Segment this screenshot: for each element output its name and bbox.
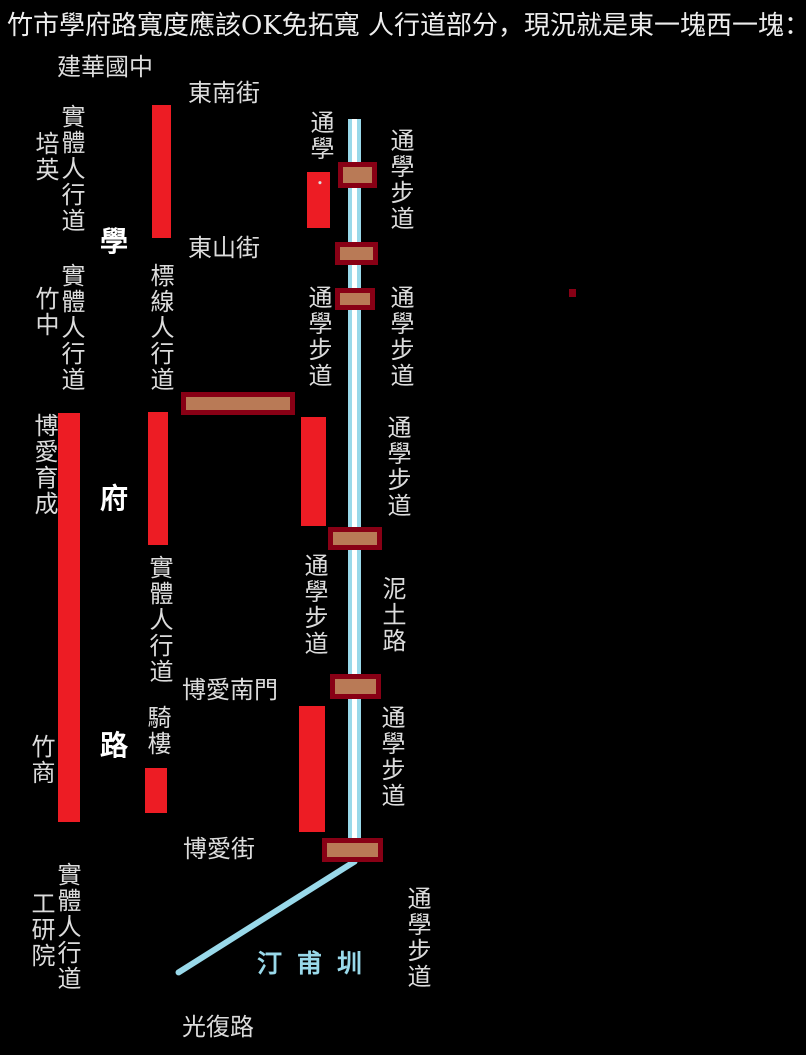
canal-line-vertical bbox=[348, 119, 361, 859]
label-zhuzhong: 竹中 bbox=[31, 286, 59, 338]
page-title: 竹市學府路寬度應該OK免拓寬 人行道部分，現況就是東一塊西一塊： bbox=[7, 11, 806, 41]
label-jianhua-junior-high: 建華國中 bbox=[57, 53, 153, 81]
road-name-char-fu: 府 bbox=[100, 482, 129, 515]
label-commute-path-1: 通學步道 bbox=[386, 128, 414, 232]
road-name-char-xue: 學 bbox=[100, 225, 129, 258]
crossing-block-5 bbox=[328, 527, 382, 550]
sidewalk-bar-middle bbox=[148, 412, 168, 545]
label-boai-yucheng: 博愛育成 bbox=[30, 413, 58, 517]
label-dongnan-street: 東南街 bbox=[188, 79, 260, 107]
sidewalk-bar-boai-long bbox=[58, 413, 80, 822]
label-itri: 工研院 bbox=[27, 891, 55, 969]
crossing-block-2 bbox=[335, 242, 378, 265]
label-commute-path-6: 通學步道 bbox=[377, 705, 405, 809]
label-commute-path-5: 通學步道 bbox=[300, 553, 328, 657]
label-commute-path-3: 通學步道 bbox=[386, 285, 414, 389]
sidewalk-bar-commute-top bbox=[307, 172, 330, 228]
label-marked-line-sidewalk: 標線人行道 bbox=[146, 263, 174, 393]
road-name-char-lu: 路 bbox=[100, 729, 129, 762]
label-dirt-road: 泥土路 bbox=[378, 576, 406, 654]
label-arcade: 騎樓 bbox=[143, 705, 171, 757]
label-boai-south-gate: 博愛南門 bbox=[182, 676, 278, 704]
label-dongshan-street: 東山街 bbox=[188, 234, 260, 262]
label-physical-sidewalk-3: 實體人行道 bbox=[145, 555, 173, 685]
label-school-commute-short: 通學. bbox=[306, 110, 334, 192]
crossing-block-6 bbox=[330, 674, 381, 699]
label-physical-sidewalk-1: 實體人行道 bbox=[57, 104, 85, 234]
label-tingfu-canal: 汀甫圳 bbox=[257, 949, 378, 978]
label-guangfu-road: 光復路 bbox=[182, 1013, 254, 1041]
label-commute-path-7: 通學步道 bbox=[403, 886, 431, 990]
crossing-block-boai-street bbox=[322, 838, 383, 862]
label-zhushang: 竹商 bbox=[27, 734, 55, 786]
crossing-block-3 bbox=[335, 288, 375, 310]
label-peiying: 培英 bbox=[31, 131, 59, 183]
label-boai-street: 博愛街 bbox=[183, 835, 255, 863]
sidewalk-bar-right-lower bbox=[299, 706, 325, 832]
label-physical-sidewalk-4: 實體人行道 bbox=[53, 862, 81, 992]
label-commute-path-2: 通學步道 bbox=[304, 285, 332, 389]
stray-paint-dot bbox=[569, 289, 576, 297]
label-physical-sidewalk-2: 實體人行道 bbox=[57, 263, 85, 393]
sidewalk-bar-dongnan bbox=[152, 105, 171, 238]
crossing-block-1 bbox=[338, 162, 377, 188]
label-commute-path-4: 通學步道 bbox=[383, 415, 411, 519]
sidewalk-bar-arcade bbox=[145, 768, 167, 813]
crossing-block-wide bbox=[181, 392, 295, 415]
sidewalk-bar-right-upper bbox=[301, 417, 326, 526]
